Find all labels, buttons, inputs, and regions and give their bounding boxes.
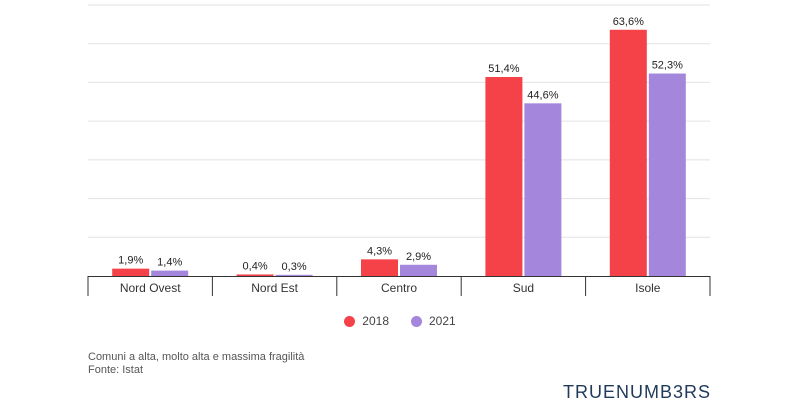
data-label: 4,3% [367, 245, 392, 257]
brand-logo: TRUENUMB3RS [563, 382, 712, 402]
footnote-note: Comuni a alta, molto alta e massima frag… [88, 351, 305, 363]
legend-item-2018[interactable]: 2018 [344, 314, 389, 328]
x-tick-label: Isole [635, 281, 661, 295]
data-label: 44,6% [527, 89, 558, 101]
x-tick-label: Sud [513, 281, 534, 295]
legend-swatch-2021 [411, 315, 422, 327]
data-label: 2,9% [406, 251, 431, 263]
legend: 2018 2021 [0, 314, 800, 328]
legend-label-2021: 2021 [429, 314, 456, 328]
bar-2021-sud[interactable] [524, 103, 562, 276]
bar-2018-nord-est[interactable] [236, 274, 274, 276]
bar-2021-nord-ovest[interactable] [151, 270, 189, 276]
bar-2018-sud[interactable] [485, 77, 523, 276]
data-label: 52,3% [652, 60, 683, 72]
data-label: 1,9% [118, 255, 143, 267]
legend-item-2021[interactable]: 2021 [411, 314, 456, 328]
data-label: 0,4% [243, 260, 268, 272]
bar-chart: 1,9% 1,4% 0,4% 0,3% 4,3% 2,9% 51,4% 44,6% 63,6% 5… [87, 4, 711, 296]
legend-swatch-2018 [344, 315, 356, 327]
data-label: 0,3% [282, 261, 307, 273]
bar-2018-centro[interactable] [361, 259, 398, 276]
x-tick-label: Nord Ovest [120, 281, 181, 295]
x-tick-label: Nord Est [251, 281, 298, 295]
bar-2018-nord-ovest[interactable] [112, 268, 150, 276]
bar-2021-isole[interactable] [648, 73, 686, 276]
legend-label-2018: 2018 [362, 314, 389, 328]
bar-2018-isole[interactable] [609, 29, 647, 276]
data-label: 63,6% [613, 16, 644, 28]
data-label: 1,4% [157, 257, 182, 269]
bar-2021-nord-est[interactable] [275, 274, 313, 276]
bar-2021-centro[interactable] [400, 264, 437, 276]
data-label: 51,4% [488, 63, 519, 75]
x-tick-label: Centro [381, 281, 417, 295]
footnote-source: Fonte: Istat [88, 364, 144, 376]
